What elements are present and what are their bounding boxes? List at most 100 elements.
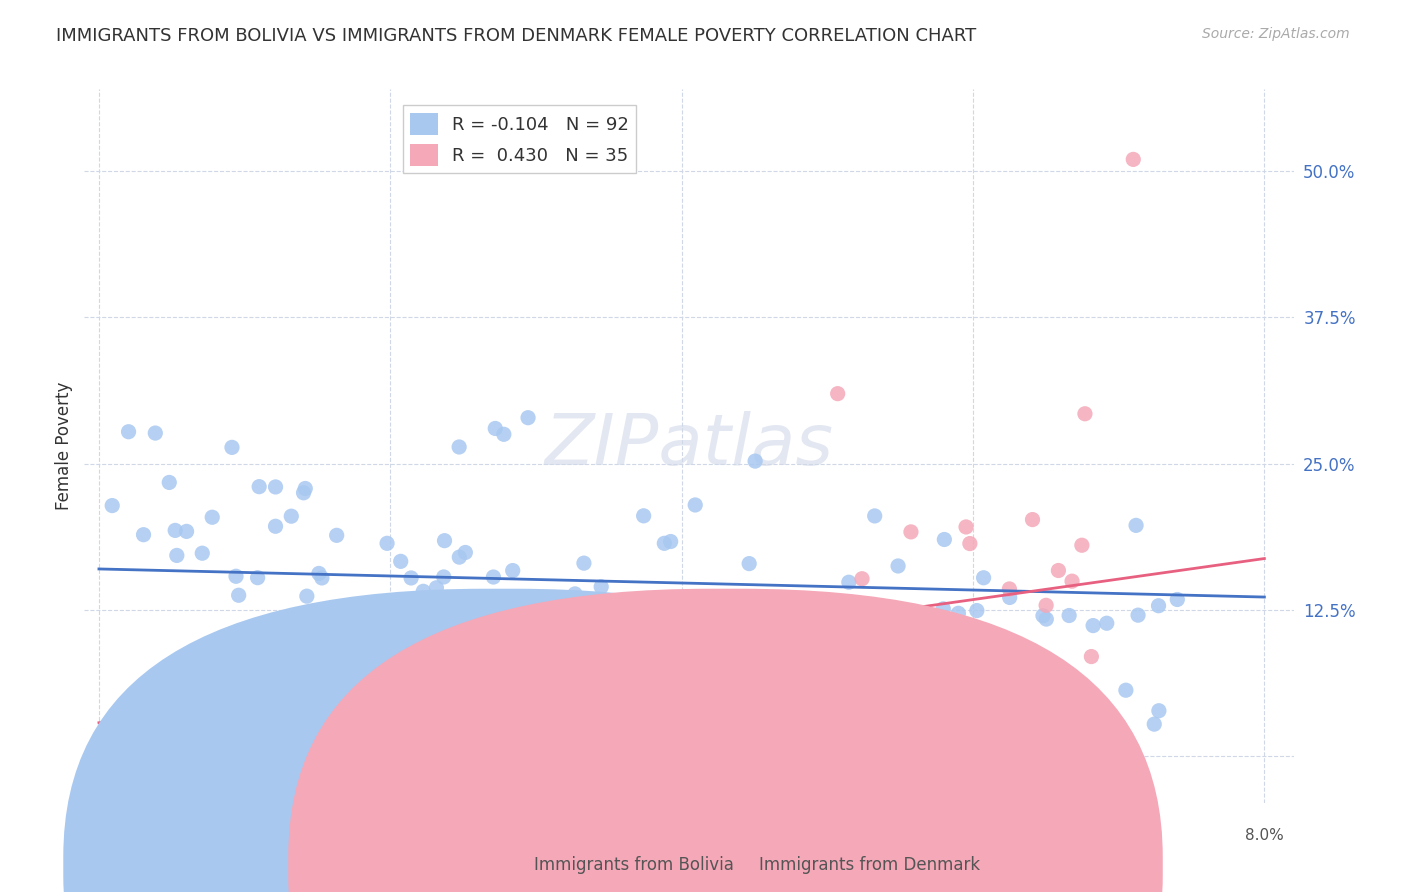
- Point: [787, 595, 810, 609]
- Point: [851, 572, 873, 586]
- Point: [838, 575, 860, 590]
- Point: [325, 528, 347, 542]
- Point: [689, 679, 711, 693]
- Point: [734, 693, 756, 707]
- Point: [591, 580, 613, 594]
- Point: [380, 715, 402, 730]
- Text: Immigrants from Bolivia: Immigrants from Bolivia: [534, 856, 734, 874]
- Point: [312, 640, 335, 654]
- Text: IMMIGRANTS FROM BOLIVIA VS IMMIGRANTS FROM DENMARK FEMALE POVERTY CORRELATION CH: IMMIGRANTS FROM BOLIVIA VS IMMIGRANTS FR…: [56, 27, 977, 45]
- Point: [814, 672, 837, 686]
- Point: [564, 587, 586, 601]
- Point: [264, 480, 287, 494]
- Point: [111, 747, 134, 761]
- Point: [932, 602, 955, 616]
- Point: [274, 718, 297, 732]
- Point: [1060, 574, 1083, 589]
- Point: [994, 708, 1017, 723]
- Point: [572, 556, 595, 570]
- Point: [887, 559, 910, 574]
- Point: [517, 410, 540, 425]
- Point: [1080, 649, 1102, 664]
- Point: [165, 524, 187, 538]
- Point: [607, 655, 630, 669]
- Point: [1032, 608, 1054, 623]
- Point: [176, 658, 198, 673]
- Legend: R = -0.104   N = 92, R =  0.430   N = 35: R = -0.104 N = 92, R = 0.430 N = 35: [404, 105, 636, 173]
- Point: [201, 510, 224, 524]
- Point: [679, 734, 702, 748]
- Point: [470, 709, 492, 723]
- Y-axis label: Female Poverty: Female Poverty: [55, 382, 73, 510]
- Point: [748, 632, 770, 646]
- Point: [264, 519, 287, 533]
- Point: [959, 536, 981, 550]
- Point: [1125, 518, 1147, 533]
- Text: 8.0%: 8.0%: [1244, 828, 1284, 843]
- Point: [659, 534, 682, 549]
- Point: [934, 533, 956, 547]
- Point: [101, 499, 124, 513]
- Point: [827, 386, 849, 401]
- Point: [1147, 704, 1170, 718]
- Point: [399, 571, 422, 585]
- Point: [132, 527, 155, 541]
- Point: [311, 571, 333, 585]
- Point: [190, 747, 212, 761]
- Point: [683, 498, 706, 512]
- Point: [1166, 592, 1188, 607]
- Point: [375, 536, 398, 550]
- Point: [1047, 564, 1070, 578]
- Point: [998, 591, 1021, 605]
- Point: [364, 732, 387, 747]
- Point: [292, 747, 315, 761]
- Text: Source: ZipAtlas.com: Source: ZipAtlas.com: [1202, 27, 1350, 41]
- Point: [425, 581, 447, 595]
- Point: [294, 482, 316, 496]
- Point: [1081, 618, 1104, 632]
- Point: [176, 524, 198, 539]
- Point: [890, 690, 912, 705]
- Point: [755, 590, 778, 604]
- Point: [225, 569, 247, 583]
- Point: [1143, 717, 1166, 731]
- Point: [886, 632, 908, 646]
- Point: [449, 440, 471, 454]
- Point: [1095, 616, 1118, 631]
- Text: Immigrants from Denmark: Immigrants from Denmark: [759, 856, 980, 874]
- Point: [221, 441, 243, 455]
- Point: [117, 425, 139, 439]
- Point: [411, 648, 433, 663]
- Point: [759, 629, 782, 643]
- Point: [948, 607, 970, 621]
- Point: [1035, 612, 1057, 626]
- Point: [862, 667, 884, 681]
- Point: [228, 588, 250, 602]
- Point: [1035, 599, 1057, 613]
- Text: 0.0%: 0.0%: [80, 828, 118, 843]
- Point: [1115, 683, 1137, 698]
- Point: [973, 571, 995, 585]
- Point: [772, 698, 794, 712]
- Point: [295, 589, 318, 603]
- Point: [529, 675, 551, 690]
- Point: [308, 566, 330, 581]
- Point: [492, 427, 515, 442]
- Point: [1122, 153, 1144, 167]
- Point: [665, 644, 688, 658]
- Point: [120, 747, 142, 761]
- Point: [433, 533, 456, 548]
- Text: ZIPatlas: ZIPatlas: [544, 411, 834, 481]
- Point: [738, 557, 761, 571]
- Point: [246, 571, 269, 585]
- Point: [1066, 675, 1088, 690]
- Point: [748, 604, 770, 618]
- Point: [342, 747, 364, 761]
- Point: [633, 508, 655, 523]
- Point: [482, 570, 505, 584]
- Point: [998, 582, 1021, 596]
- Point: [191, 546, 214, 560]
- Point: [1147, 599, 1170, 613]
- Point: [433, 570, 456, 584]
- Point: [484, 421, 506, 435]
